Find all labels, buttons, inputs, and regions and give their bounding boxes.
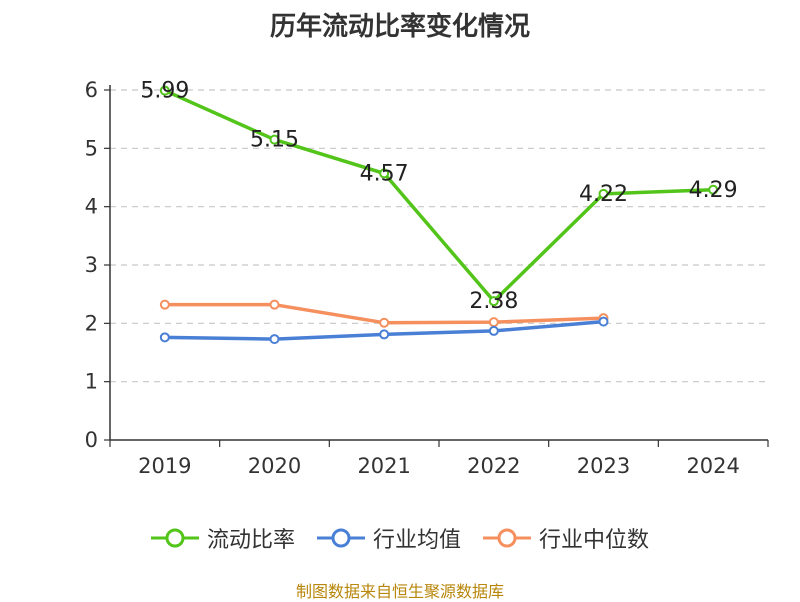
x-tick-label: 2023 <box>577 454 630 478</box>
legend-item-industry-median[interactable]: 行业中位数 <box>483 522 649 554</box>
data-point <box>488 296 499 307</box>
chart-title: 历年流动比率变化情况 <box>269 12 530 42</box>
legend-item-current-ratio[interactable]: 流动比率 <box>150 522 295 554</box>
legend-line-icon <box>483 528 531 548</box>
y-tick-label: 6 <box>85 78 98 102</box>
data-label: 5.99 <box>140 79 189 104</box>
y-tick-label: 0 <box>85 428 98 452</box>
data-point <box>159 85 170 96</box>
source-note: 制图数据来自恒生聚源数据库 <box>295 582 504 601</box>
data-point <box>159 332 170 343</box>
data-label: 2.38 <box>469 289 518 314</box>
y-tick-label: 3 <box>85 253 98 277</box>
series-line <box>163 88 715 303</box>
data-point <box>488 325 499 336</box>
data-point <box>269 334 280 345</box>
data-point <box>379 329 390 340</box>
y-tick-label: 4 <box>85 195 98 219</box>
legend-line-icon <box>150 528 199 548</box>
data-point <box>598 188 609 199</box>
data-point <box>598 316 609 327</box>
x-tick-label: 2024 <box>686 454 739 478</box>
data-label: 4.22 <box>579 182 628 207</box>
y-tick-label: 2 <box>85 311 98 335</box>
data-point <box>379 168 390 179</box>
data-point <box>269 299 280 310</box>
x-tick-label: 2020 <box>248 454 301 478</box>
y-tick-label: 1 <box>85 370 98 394</box>
axes: 0 1 2 3 4 5 6 2019 2020 2021 2022 2023 2024 <box>85 78 769 478</box>
x-tick-label: 2019 <box>138 454 191 478</box>
data-point <box>269 134 280 145</box>
data-point <box>379 317 390 328</box>
data-labels: 5.99 5.15 4.57 2.38 4.22 4.29 <box>140 79 737 315</box>
legend: 流动比率 行业均值 行业中位数 <box>0 518 800 558</box>
series-lines <box>159 85 719 345</box>
legend-item-industry-mean[interactable]: 行业均值 <box>316 522 461 554</box>
data-point <box>159 299 170 310</box>
y-tick-label: 5 <box>85 136 98 160</box>
legend-label: 行业均值 <box>372 528 461 553</box>
legend-label: 行业中位数 <box>539 528 650 553</box>
data-point <box>708 184 719 195</box>
data-label: 5.15 <box>250 128 299 153</box>
data-label: 4.29 <box>689 178 738 203</box>
x-tick-label: 2021 <box>357 454 410 478</box>
legend-label: 流动比率 <box>206 528 295 553</box>
data-point <box>488 317 499 328</box>
x-tick-label: 2022 <box>467 454 520 478</box>
data-label: 4.57 <box>360 161 409 186</box>
legend-line-icon <box>316 528 365 548</box>
